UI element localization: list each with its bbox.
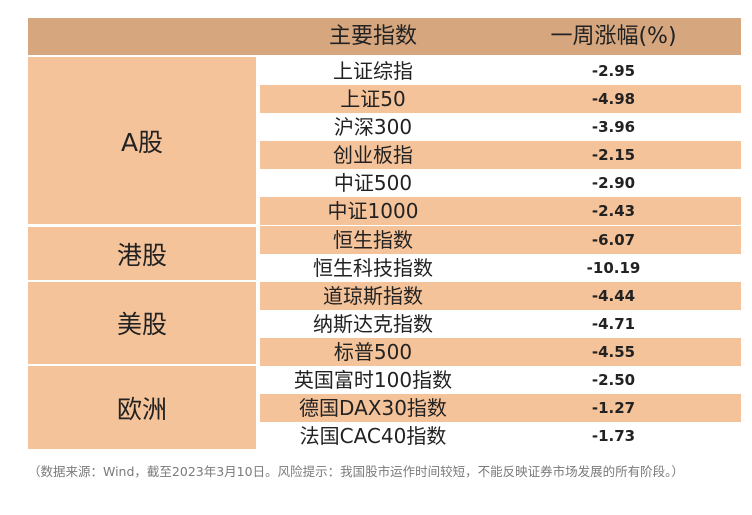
- region-a-shares: A股: [28, 57, 256, 224]
- index-change: -10.19: [586, 259, 641, 277]
- index-name: 法国CAC40指数: [299, 424, 447, 448]
- index-change: -3.96: [591, 118, 636, 136]
- region-us-shares: 美股: [28, 282, 256, 364]
- index-change: -2.43: [591, 202, 636, 220]
- index-change: -1.27: [591, 399, 636, 417]
- table-row: 沪深300 -3.96: [260, 113, 741, 141]
- index-name: 标普500: [333, 340, 413, 364]
- index-change: -4.44: [591, 287, 636, 305]
- index-change: -2.95: [591, 62, 636, 80]
- index-name: 纳斯达克指数: [313, 312, 433, 336]
- index-name: 德国DAX30指数: [299, 396, 447, 420]
- table-row: 法国CAC40指数 -1.73: [260, 422, 741, 450]
- table-row: 创业板指 -2.15: [260, 141, 741, 169]
- header-index-name: 主要指数: [328, 24, 417, 49]
- table-row: 恒生科技指数 -10.19: [260, 254, 741, 282]
- source-note: （数据来源：Wind，截至2023年3月10日。风险提示：我国股市运作时间较短，…: [28, 464, 684, 479]
- table-header: 主要指数 一周涨幅(%): [28, 18, 741, 55]
- index-name: 道琼斯指数: [323, 284, 423, 308]
- index-name: 创业板指: [333, 143, 413, 167]
- table-row: 中证500 -2.90: [260, 169, 741, 197]
- index-change: -4.55: [591, 343, 636, 361]
- index-change: -2.50: [591, 371, 636, 389]
- index-change: -4.71: [591, 315, 636, 333]
- index-name: 上证50: [340, 87, 406, 111]
- table-row: 德国DAX30指数 -1.27: [260, 394, 741, 422]
- table-row: 道琼斯指数 -4.44: [260, 282, 741, 310]
- region-europe: 欧洲: [28, 366, 256, 449]
- table-row: 英国富时100指数 -2.50: [260, 366, 741, 394]
- index-name: 上证综指: [333, 59, 413, 83]
- table-row: 上证50 -4.98: [260, 85, 741, 113]
- index-name: 沪深300: [333, 115, 413, 139]
- index-change: -4.98: [591, 90, 636, 108]
- index-name: 中证1000: [327, 199, 419, 223]
- index-name: 中证500: [333, 171, 413, 195]
- region-hk-shares: 港股: [28, 227, 256, 280]
- table-row: 纳斯达克指数 -4.71: [260, 310, 741, 338]
- index-change: -6.07: [591, 231, 636, 249]
- index-name: 英国富时100指数: [293, 368, 453, 392]
- table-row: 标普500 -4.55: [260, 338, 741, 366]
- index-change: -2.15: [591, 146, 636, 164]
- header-weekly-change: 一周涨幅(%): [550, 24, 677, 49]
- index-change: -1.73: [591, 427, 636, 445]
- table-row: 中证1000 -2.43: [260, 197, 741, 225]
- table-row: 恒生指数 -6.07: [260, 226, 741, 254]
- index-name: 恒生指数: [333, 228, 413, 252]
- index-change: -2.90: [591, 174, 636, 192]
- table-row: 上证综指 -2.95: [260, 57, 741, 85]
- index-name: 恒生科技指数: [313, 256, 433, 280]
